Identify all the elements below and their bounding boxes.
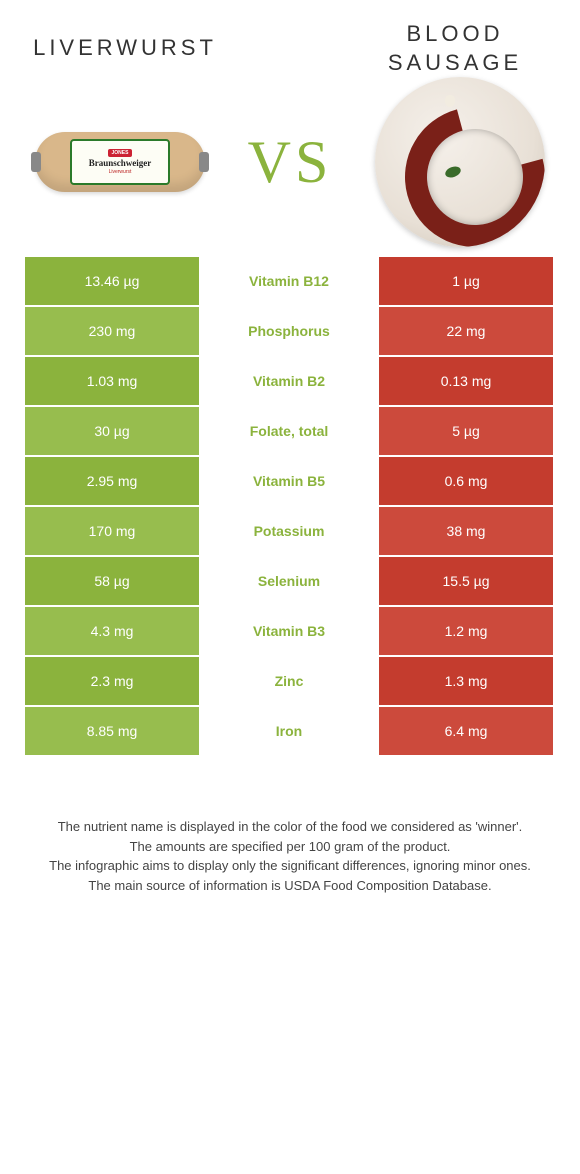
nutrient-name: Zinc	[199, 657, 379, 705]
right-food-header: Blood sausage	[360, 20, 550, 77]
footnote-line: The main source of information is USDA F…	[40, 876, 540, 896]
nutrient-table: 13.46 µgVitamin B121 µg230 mgPhosphorus2…	[0, 257, 580, 755]
footnotes: The nutrient name is displayed in the co…	[0, 757, 580, 935]
nutrient-row: 230 mgPhosphorus22 mg	[25, 307, 555, 355]
header-row: Liverwurst Blood sausage	[0, 0, 580, 87]
nutrient-left-value: 230 mg	[25, 307, 199, 355]
nutrient-name: Vitamin B12	[199, 257, 379, 305]
infographic-container: Liverwurst Blood sausage JONES Braunschw…	[0, 0, 580, 935]
right-food-title: Blood sausage	[360, 20, 550, 77]
nutrient-left-value: 58 µg	[25, 557, 199, 605]
nutrient-right-value: 1.2 mg	[379, 607, 553, 655]
nutrient-left-value: 8.85 mg	[25, 707, 199, 755]
liverwurst-illustration: JONES Braunschweiger Liverwurst	[35, 132, 205, 192]
nutrient-row: 58 µgSelenium15.5 µg	[25, 557, 555, 605]
nutrient-row: 13.46 µgVitamin B121 µg	[25, 257, 555, 305]
nutrient-right-value: 1 µg	[379, 257, 553, 305]
nutrient-row: 2.95 mgVitamin B50.6 mg	[25, 457, 555, 505]
nutrient-left-value: 13.46 µg	[25, 257, 199, 305]
nutrient-right-value: 15.5 µg	[379, 557, 553, 605]
nutrient-row: 4.3 mgVitamin B31.2 mg	[25, 607, 555, 655]
footnote-line: The infographic aims to display only the…	[40, 856, 540, 876]
nutrient-left-value: 1.03 mg	[25, 357, 199, 405]
nutrient-name: Potassium	[199, 507, 379, 555]
image-row: JONES Braunschweiger Liverwurst VS	[0, 87, 580, 257]
nutrient-right-value: 1.3 mg	[379, 657, 553, 705]
left-food-header: Liverwurst	[30, 34, 220, 63]
nutrient-row: 2.3 mgZinc1.3 mg	[25, 657, 555, 705]
nutrient-row: 30 µgFolate, total5 µg	[25, 407, 555, 455]
nutrient-left-value: 170 mg	[25, 507, 199, 555]
blood-sausage-illustration	[375, 77, 545, 247]
nutrient-name: Vitamin B5	[199, 457, 379, 505]
nutrient-row: 170 mgPotassium38 mg	[25, 507, 555, 555]
nutrient-name: Phosphorus	[199, 307, 379, 355]
nutrient-name: Vitamin B3	[199, 607, 379, 655]
nutrient-right-value: 6.4 mg	[379, 707, 553, 755]
nutrient-name: Folate, total	[199, 407, 379, 455]
nutrient-left-value: 2.95 mg	[25, 457, 199, 505]
nutrient-left-value: 30 µg	[25, 407, 199, 455]
nutrient-right-value: 38 mg	[379, 507, 553, 555]
footnote-line: The nutrient name is displayed in the co…	[40, 817, 540, 837]
nutrient-right-value: 0.13 mg	[379, 357, 553, 405]
nutrient-right-value: 0.6 mg	[379, 457, 553, 505]
nutrient-right-value: 5 µg	[379, 407, 553, 455]
footnote-line: The amounts are specified per 100 gram o…	[40, 837, 540, 857]
left-food-image: JONES Braunschweiger Liverwurst	[30, 97, 210, 227]
nutrient-row: 8.85 mgIron6.4 mg	[25, 707, 555, 755]
nutrient-name: Selenium	[199, 557, 379, 605]
nutrient-left-value: 2.3 mg	[25, 657, 199, 705]
nutrient-right-value: 22 mg	[379, 307, 553, 355]
nutrient-left-value: 4.3 mg	[25, 607, 199, 655]
nutrient-row: 1.03 mgVitamin B20.13 mg	[25, 357, 555, 405]
nutrient-name: Iron	[199, 707, 379, 755]
vs-label: VS	[248, 128, 333, 197]
left-food-title: Liverwurst	[30, 34, 220, 63]
nutrient-name: Vitamin B2	[199, 357, 379, 405]
right-food-image	[370, 97, 550, 227]
